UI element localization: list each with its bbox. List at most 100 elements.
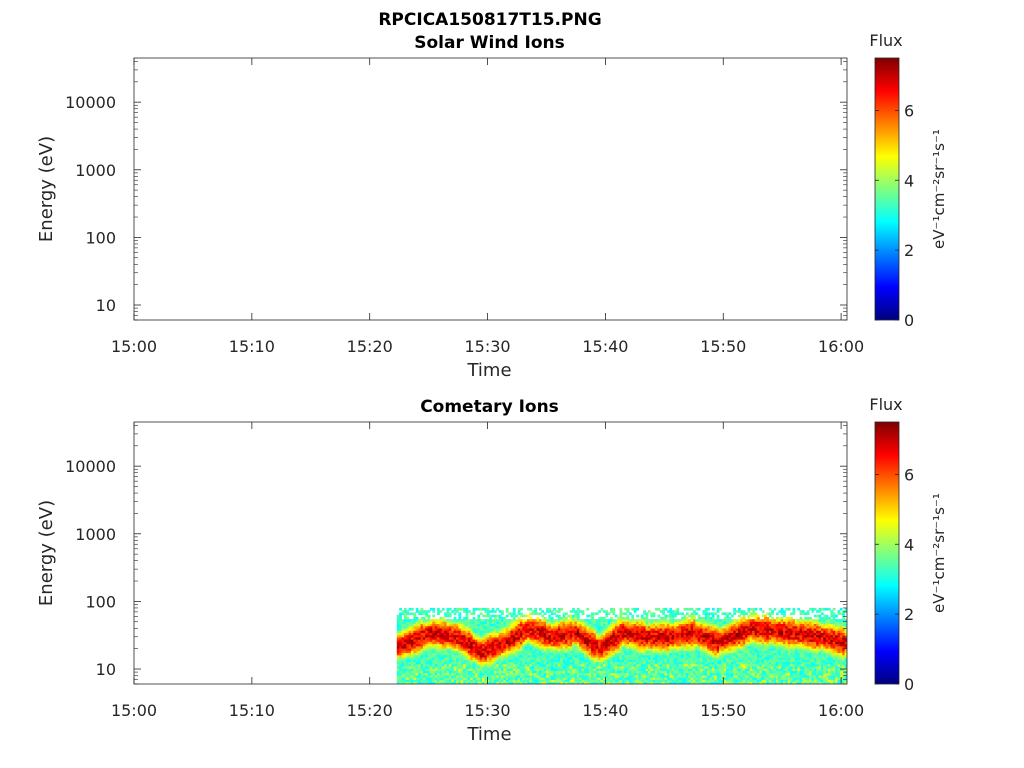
spectrogram-cell: [581, 634, 585, 638]
spectrogram-cell: [527, 657, 530, 660]
spectrogram-cell: [676, 652, 680, 656]
spectrogram-cell: [567, 672, 571, 676]
spectrogram-cell: [652, 681, 656, 684]
spectrogram-cell: [619, 648, 623, 651]
spectrogram-cell: [560, 628, 564, 631]
spectrogram-cell: [415, 637, 419, 640]
spectrogram-cell: [612, 654, 616, 658]
spectrogram-cell: [591, 654, 594, 658]
spectrogram-cell: [553, 650, 556, 654]
spectrogram-cell: [531, 637, 535, 640]
spectrogram-cell: [602, 634, 606, 638]
spectrogram-cell: [441, 634, 445, 638]
spectrogram-cell: [605, 679, 609, 683]
spectrogram-cell: [420, 663, 424, 667]
spectrogram-cell: [754, 648, 758, 651]
spectrogram-cell: [399, 641, 402, 645]
spectrogram-cell: [662, 632, 665, 636]
spectrogram-cell: [418, 625, 421, 629]
spectrogram-cell: [692, 650, 696, 654]
spectrogram-cell: [463, 668, 466, 671]
spectrogram-cell: [745, 612, 748, 616]
spectrogram-cell: [475, 677, 478, 680]
spectrogram-cell: [688, 652, 692, 656]
spectrogram-cell: [508, 637, 511, 640]
spectrogram-cell: [633, 648, 637, 651]
spectrogram-cell: [484, 619, 488, 622]
spectrogram-cell: [576, 625, 580, 629]
spectrogram-cell: [538, 677, 542, 680]
spectrogram-cell: [685, 679, 689, 683]
spectrogram-cell: [491, 648, 495, 651]
spectrogram-cell: [493, 666, 497, 669]
spectrogram-cell: [413, 634, 417, 638]
spectrogram-cell: [595, 650, 599, 654]
spectrogram-cell: [719, 677, 722, 680]
spectrogram-cell: [538, 619, 542, 622]
spectrogram-cell: [441, 661, 445, 665]
spectrogram-cell: [441, 637, 445, 640]
spectrogram-cell: [586, 672, 590, 676]
spectrogram-cell: [498, 681, 502, 684]
spectrogram-cell: [538, 681, 542, 684]
spectrogram-cell: [738, 681, 741, 684]
spectrogram-cell: [735, 632, 739, 636]
spectrogram-cell: [510, 659, 514, 663]
spectrogram-cell: [451, 628, 455, 631]
spectrogram-cell: [721, 641, 725, 645]
spectrogram-cell: [598, 643, 601, 647]
spectrogram-cell: [546, 632, 549, 636]
spectrogram-cell: [446, 675, 450, 678]
spectrogram-cell: [451, 648, 455, 651]
spectrogram-cell: [520, 639, 523, 642]
spectrogram-cell: [735, 643, 739, 647]
spectrogram-cell: [536, 681, 540, 684]
spectrogram-cell: [425, 670, 429, 674]
spectrogram-cell: [588, 619, 592, 622]
spectrogram-cell: [477, 652, 481, 656]
spectrogram-cell: [565, 652, 568, 656]
spectrogram-cell: [591, 637, 594, 640]
spectrogram-cell: [721, 648, 725, 651]
spectrogram-cell: [647, 654, 651, 658]
spectrogram-cell: [626, 610, 630, 613]
spectrogram-cell: [728, 648, 732, 651]
spectrogram-cell: [432, 668, 436, 671]
spectrogram-cell: [418, 654, 421, 658]
spectrogram-cell: [486, 654, 490, 658]
spectrogram-cell: [621, 619, 625, 622]
spectrogram-cell: [719, 625, 722, 629]
spectrogram-cell: [546, 639, 549, 642]
spectrogram-cell: [536, 663, 540, 667]
spectrogram-cell: [489, 619, 492, 622]
spectrogram-cell: [655, 672, 658, 676]
spectrogram-cell: [520, 634, 523, 638]
spectrogram-cell: [583, 668, 587, 671]
spectrogram-cell: [657, 675, 661, 678]
spectrogram-cell: [728, 619, 732, 622]
spectrogram-cell: [612, 645, 616, 649]
spectrogram-cell: [477, 645, 481, 649]
spectrogram-cell: [645, 637, 649, 640]
spectrogram-cell: [560, 607, 564, 611]
spectrogram-cell: [721, 657, 725, 660]
spectrogram-cell: [619, 610, 623, 613]
spectrogram-cell: [595, 623, 599, 627]
colorbar-tick-label: 2: [904, 241, 914, 260]
spectrogram-cell: [756, 666, 760, 669]
spectrogram-cell: [711, 652, 715, 656]
spectrogram-cell: [501, 663, 504, 667]
spectrogram-cell: [434, 675, 438, 678]
spectrogram-cell: [671, 681, 675, 684]
spectrogram-cell: [538, 652, 542, 656]
spectrogram-cell: [527, 630, 530, 633]
spectrogram-cell: [429, 677, 433, 680]
spectrogram-cell: [491, 657, 495, 660]
spectrogram-cell: [576, 650, 580, 654]
spectrogram-cell: [752, 623, 755, 627]
spectrogram-cell: [489, 670, 492, 674]
spectrogram-cell: [489, 614, 492, 618]
spectrogram-cell: [643, 641, 646, 645]
spectrogram-cell: [515, 675, 519, 678]
spectrogram-cell: [754, 630, 758, 633]
